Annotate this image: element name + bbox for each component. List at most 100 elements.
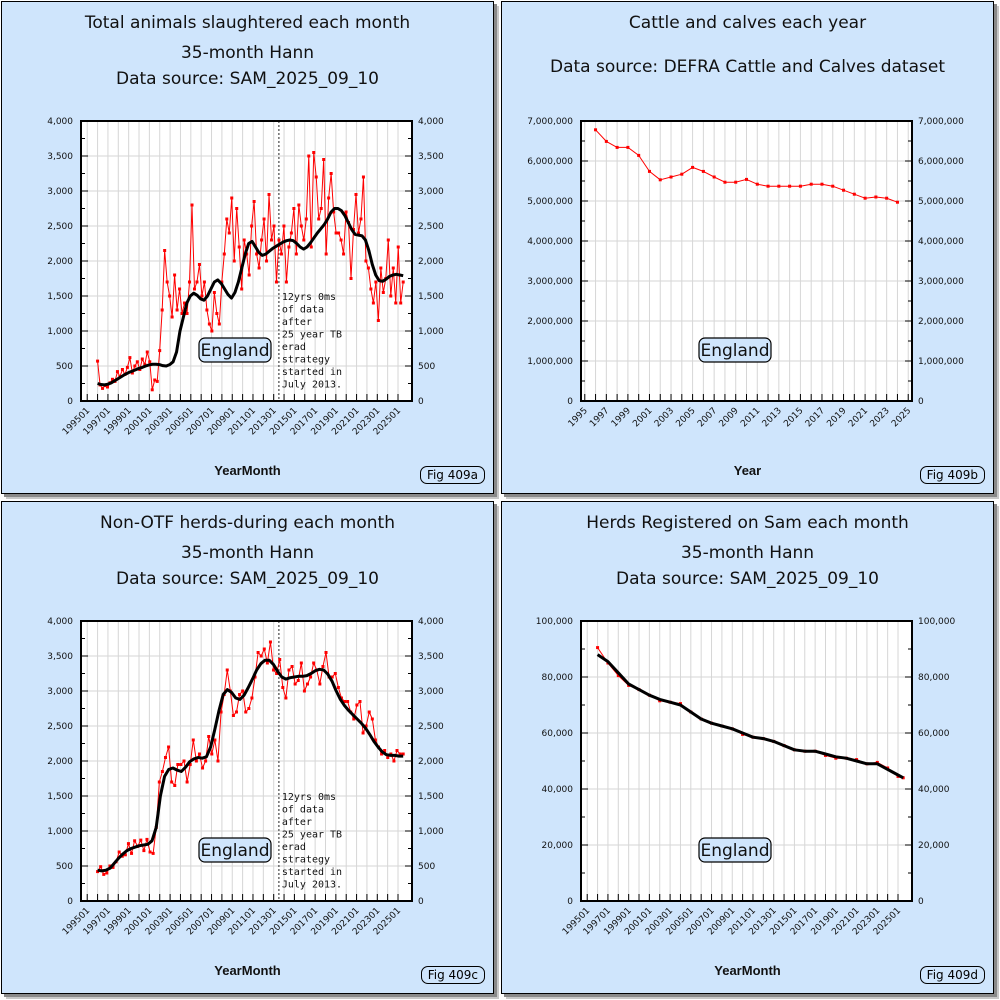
y-tick-label-left: 20,000 — [542, 841, 574, 851]
x-tick-label: 2007 — [696, 406, 719, 429]
data-point — [205, 308, 209, 312]
chart-title: Non-OTF herds-during each month — [100, 513, 395, 533]
region-label-text: England — [700, 341, 769, 361]
data-point — [143, 363, 147, 367]
data-point — [230, 196, 234, 200]
data-point — [192, 287, 196, 291]
data-point — [140, 357, 144, 361]
data-point — [130, 851, 134, 855]
data-point — [745, 177, 748, 181]
data-point — [369, 287, 373, 291]
data-point — [215, 312, 219, 315]
region-label-text: England — [200, 341, 269, 361]
data-point — [304, 217, 308, 221]
data-point — [232, 259, 236, 263]
data-point — [309, 675, 313, 679]
y-tick-label-right: 6,000,000 — [918, 157, 964, 167]
x-tick-label: 2003 — [653, 406, 676, 429]
data-point — [247, 707, 251, 710]
y-tick-label-left: 2,000 — [47, 757, 73, 767]
y-tick-label-left: 7,000,000 — [527, 117, 573, 127]
data-point — [895, 200, 899, 204]
data-point — [299, 224, 303, 228]
annotation-text: started in — [282, 367, 342, 378]
y-tick-label-right: 3,500 — [418, 652, 444, 662]
data-point — [148, 850, 152, 854]
y-tick-label-left: 500 — [56, 862, 73, 872]
plot-frame — [80, 620, 413, 902]
data-point — [275, 672, 279, 675]
data-point — [183, 301, 187, 305]
y-tick-label-right: 4,000,000 — [918, 237, 964, 247]
data-point — [346, 700, 350, 703]
data-point — [216, 759, 220, 763]
data-point — [594, 128, 598, 132]
data-point — [324, 651, 328, 654]
region-label: England — [198, 837, 272, 863]
data-point — [148, 360, 152, 364]
data-point — [247, 273, 251, 277]
data-point — [210, 329, 214, 333]
data-point — [158, 349, 162, 353]
x-tick-label: 2015 — [782, 406, 805, 429]
data-point — [364, 724, 368, 728]
plot-frame — [580, 120, 913, 402]
x-tick-label: 2009 — [718, 406, 741, 429]
data-point — [139, 838, 143, 842]
x-tick-label: 2021 — [847, 406, 870, 429]
chart-source: Data source: SAM_2025_09_10 — [115, 69, 379, 89]
annotation-text: 12yrs 0ms — [282, 792, 336, 803]
data-point — [225, 668, 229, 672]
data-point — [766, 184, 770, 188]
data-point — [125, 365, 129, 369]
data-point — [312, 661, 316, 665]
data-point — [197, 263, 201, 266]
annotation-text: July 2013. — [282, 380, 342, 391]
chart-source: Data source: DEFRA Cattle and Calves dat… — [549, 57, 945, 77]
region-label: England — [698, 837, 772, 863]
y-tick-label-right: 4,000 — [418, 617, 444, 627]
data-point — [831, 184, 835, 188]
data-point — [307, 154, 311, 158]
data-point — [222, 252, 226, 256]
y-tick-label-left: 1,000 — [47, 827, 73, 837]
x-tick-label: 1999 — [610, 406, 633, 429]
x-tick-label: 1995 — [567, 406, 590, 429]
data-point — [361, 175, 365, 179]
data-point — [299, 661, 303, 665]
y-tick-label-right: 5,000,000 — [918, 197, 964, 207]
panel-c: Non-OTF herds-during each month 35-month… — [1, 501, 494, 994]
data-point — [297, 203, 301, 207]
region-label-text: England — [200, 841, 269, 861]
data-point — [185, 780, 189, 784]
data-point — [885, 196, 889, 200]
data-point — [344, 210, 348, 214]
data-point — [281, 686, 285, 689]
data-point — [701, 169, 705, 173]
data-point — [99, 865, 103, 869]
data-point — [383, 749, 387, 752]
data-point — [394, 301, 398, 305]
region-label: England — [698, 337, 772, 363]
data-point — [734, 180, 738, 184]
y-tick-label-left: 60,000 — [542, 729, 574, 739]
data-point — [290, 665, 294, 668]
fig-label: Fig 409d — [919, 966, 985, 984]
data-point — [343, 700, 347, 703]
data-point — [392, 759, 396, 763]
data-point — [373, 738, 377, 742]
data-point — [302, 238, 306, 242]
data-point — [163, 756, 167, 759]
data-point — [284, 280, 288, 284]
y-tick-label-right: 7,000,000 — [918, 117, 964, 127]
data-point — [874, 195, 878, 199]
chart-source: Data source: SAM_2025_09_10 — [615, 569, 879, 589]
y-tick-label-right: 3,000,000 — [918, 277, 964, 287]
data-point — [361, 731, 365, 735]
data-point — [863, 196, 867, 200]
data-point — [386, 756, 390, 759]
y-tick-label-right: 1,000,000 — [918, 357, 964, 367]
y-tick-label-right: 4,000 — [418, 117, 444, 127]
y-tick-label-left: 3,000,000 — [527, 277, 573, 287]
data-point — [102, 872, 106, 876]
